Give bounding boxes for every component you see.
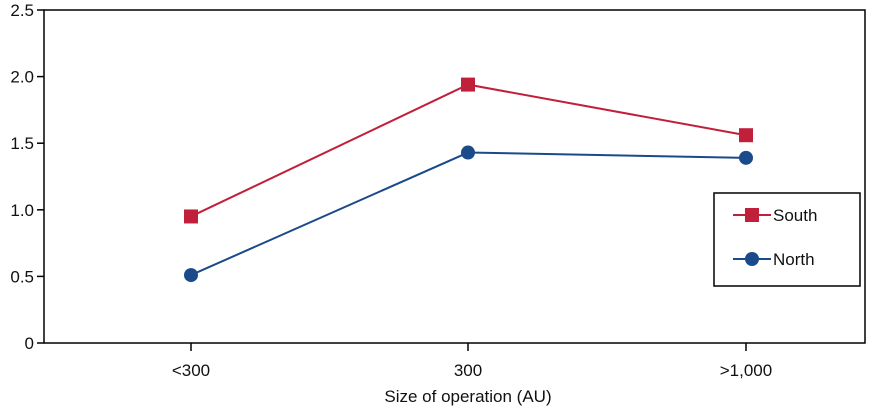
y-tick-label: 0 [25,334,34,353]
x-tick-label: 300 [454,361,482,380]
y-tick-label: 1.5 [10,134,34,153]
series-south [184,77,753,224]
data-point-south [184,209,198,224]
x-tick-label: >1,000 [720,361,772,380]
data-point-north [461,145,475,160]
legend-item-north: North [733,250,815,269]
axes-layer: 0 0.5 1.0 1.5 2.0 2.5 <300 300 >1,000 [10,1,866,380]
plot-frame [43,9,866,344]
y-tick-label: 0.5 [10,267,34,286]
data-point-north [184,268,198,283]
data-point-south [739,128,753,143]
data-point-south [461,77,475,92]
x-tick-label: <300 [172,361,210,380]
x-axis-title: Size of operation (AU) [384,387,551,406]
legend: South North [713,192,861,287]
y-tick-label: 2.5 [10,1,34,20]
data-point-north [739,150,753,165]
y-tick-label: 2.0 [10,68,34,87]
series-layer [184,77,753,283]
series-north [184,145,753,283]
series-line-north [190,151,747,276]
y-tick-label: 1.0 [10,201,34,220]
legend-item-south: South [733,206,817,225]
legend-box [713,192,861,287]
legend-marker-south [745,208,759,222]
legend-label-south: South [773,206,817,225]
legend-label-north: North [773,250,815,269]
legend-marker-north [745,252,759,266]
